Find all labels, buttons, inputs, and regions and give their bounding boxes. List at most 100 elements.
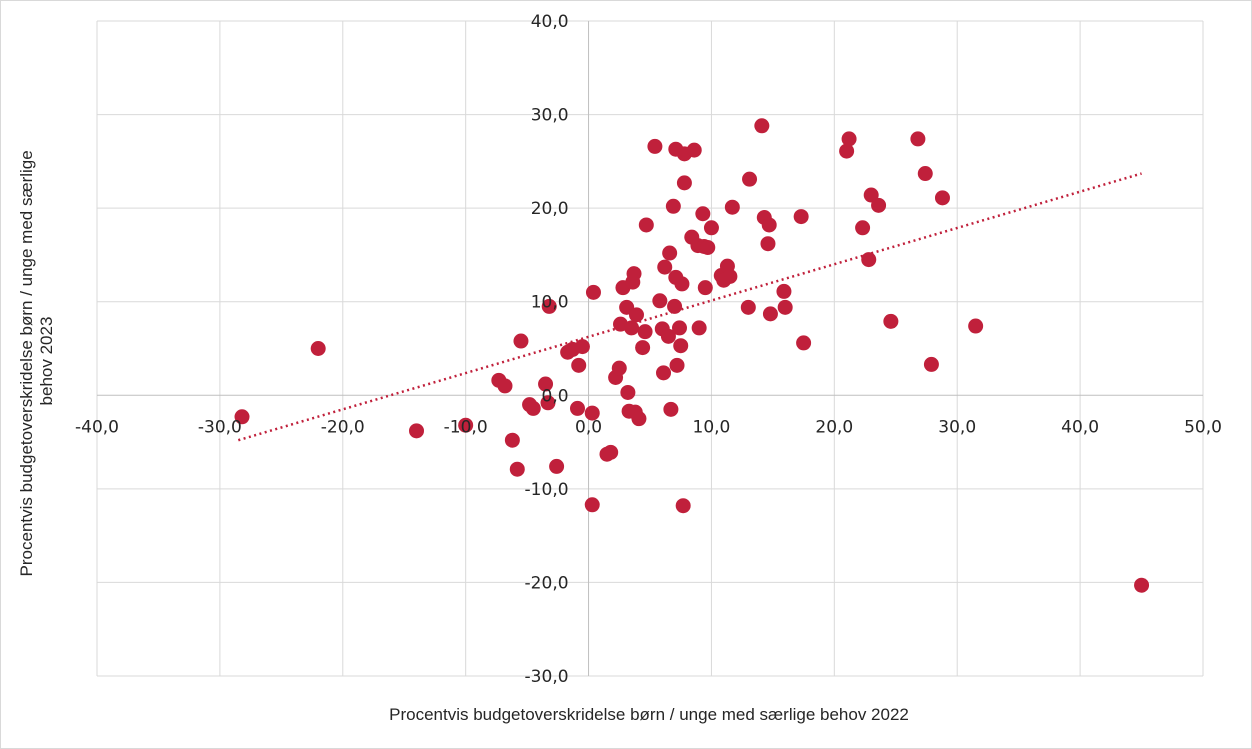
data-point [458, 417, 474, 433]
data-point [722, 268, 738, 284]
data-point [697, 280, 713, 296]
data-point [585, 284, 601, 300]
data-point [669, 357, 685, 373]
data-point [513, 333, 529, 349]
data-point [657, 259, 673, 275]
data-point [569, 400, 585, 416]
data-point [549, 458, 565, 474]
data-point [777, 299, 793, 315]
y-tick-label: 10,0 [531, 293, 569, 313]
data-point [620, 384, 636, 400]
data-point [740, 299, 756, 315]
x-tick-label: 0,0 [575, 417, 602, 437]
y-tick-label: -20,0 [525, 573, 569, 593]
data-point [883, 313, 899, 329]
y-axis-title-line-2: behov 2023 [37, 317, 56, 406]
data-point [571, 357, 587, 373]
trendline-layer [237, 172, 1142, 442]
data-point [910, 131, 926, 147]
x-axis-title: Procentvis budgetoverskridelse børn / un… [389, 705, 909, 724]
y-axis-title: Procentvis budgetoverskridelse børn / un… [17, 146, 56, 577]
data-point [839, 143, 855, 159]
data-point [793, 209, 809, 225]
data-point [861, 252, 877, 268]
data-point [841, 131, 857, 147]
data-point [662, 245, 678, 261]
y-tick-label: 0,0 [542, 386, 569, 406]
y-tick-label: -10,0 [525, 480, 569, 500]
x-tick-label: 50,0 [1184, 417, 1222, 437]
data-point [497, 378, 513, 394]
data-point [871, 197, 887, 213]
data-point [761, 217, 777, 233]
data-point [796, 335, 812, 351]
data-point [504, 432, 520, 448]
data-point [584, 405, 600, 421]
data-point [742, 171, 758, 187]
data-point [638, 217, 654, 233]
data-point [917, 166, 933, 182]
y-tick-label: 30,0 [531, 106, 569, 126]
data-point [968, 318, 984, 334]
data-point [652, 293, 668, 309]
y-tick-label: 40,0 [531, 12, 569, 32]
data-point [923, 356, 939, 372]
data-point [724, 199, 740, 215]
x-tick-label: 40,0 [1061, 417, 1099, 437]
x-tick-label: 10,0 [693, 417, 731, 437]
data-point [234, 409, 250, 425]
data-point [674, 276, 690, 292]
x-tick-label: -30,0 [198, 417, 242, 437]
data-point [855, 220, 871, 236]
data-point [626, 266, 642, 282]
data-point [686, 142, 702, 158]
data-point [637, 324, 653, 340]
x-tick-label: -40,0 [75, 417, 119, 437]
data-point [656, 365, 672, 381]
x-tick-label: 30,0 [938, 417, 976, 437]
data-point [310, 341, 326, 356]
data-point [776, 283, 792, 299]
data-point [525, 400, 541, 416]
data-point [538, 376, 554, 392]
y-tick-label: -30,0 [525, 667, 569, 687]
y-axis-title-line-1: Procentvis budgetoverskridelse børn / un… [17, 150, 36, 576]
y-tick-label: 20,0 [531, 199, 569, 219]
data-point [635, 340, 651, 356]
data-point [1134, 577, 1150, 593]
data-point [703, 220, 719, 236]
data-point [762, 306, 778, 322]
data-point [541, 298, 557, 314]
data-point [509, 461, 525, 477]
data-point [691, 320, 707, 336]
x-tick-label: -10,0 [444, 417, 488, 437]
data-point [409, 423, 425, 439]
data-point [660, 328, 676, 344]
data-point [695, 206, 711, 222]
x-tick-label: 20,0 [815, 417, 853, 437]
data-point [574, 339, 590, 355]
tick-labels: -40,0 -30,0 -20,0 -10,0 0,0 10,0 20,0 30,0 40,0 5… [75, 12, 1222, 687]
data-point [663, 401, 679, 417]
data-point [676, 175, 692, 191]
data-point [754, 118, 770, 134]
data-point [667, 298, 683, 314]
data-point [624, 320, 640, 336]
data-point [540, 395, 556, 411]
data-point [584, 497, 600, 513]
trendline [237, 172, 1142, 442]
data-point [611, 360, 627, 376]
data-point [700, 239, 716, 255]
data-point [647, 138, 663, 154]
data-point [934, 190, 950, 206]
data-point [760, 236, 776, 252]
data-point [675, 498, 691, 514]
data-points [234, 118, 1150, 593]
data-point [628, 307, 644, 323]
data-point [671, 320, 687, 336]
data-point [673, 338, 689, 354]
data-point [665, 198, 681, 214]
x-tick-label: -20,0 [321, 417, 365, 437]
